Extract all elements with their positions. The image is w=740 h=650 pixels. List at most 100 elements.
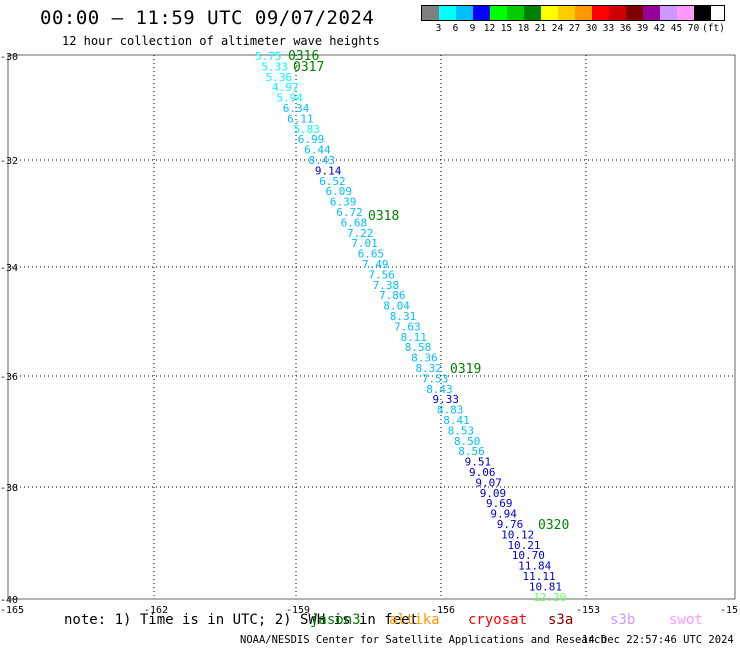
legend-swatch: [609, 6, 626, 20]
wave-height-value: 8.41: [443, 414, 470, 427]
wave-height-value: 8.56: [458, 445, 485, 458]
longitude-tick-label: -15: [720, 605, 738, 616]
wave-height-value: 6.44: [304, 144, 331, 157]
map-subtitle: 12 hour collection of altimeter wave hei…: [62, 34, 380, 48]
wave-height-value: 6.52: [319, 175, 346, 188]
latitude-tick-label: -32: [0, 156, 18, 167]
footnote: note: 1) Time is in UTC; 2) SWH is in fe…: [64, 612, 419, 628]
legend-swatch: [575, 6, 592, 20]
wave-height-value: 10.81: [529, 580, 562, 593]
wave-height-value: 9.33: [433, 393, 460, 406]
legend-labels: 3 6 9 12 15 18 21 24 27 30 33 36 39 42 45 70 (ft): [430, 21, 725, 34]
wave-height-value: 9.06: [469, 466, 496, 479]
credit-line: NOAA/NESDIS Center for Satellite Applica…: [240, 634, 607, 646]
wave-height-value: 8.36: [411, 352, 438, 365]
wave-height-value: 8.53: [448, 424, 475, 437]
legend-color-bar: [421, 5, 725, 21]
time-label: 0316: [288, 49, 319, 64]
wave-height-value: 10.70: [512, 549, 545, 562]
wave-height-value: 8.83: [437, 404, 464, 417]
time-label: 0319: [450, 362, 481, 377]
wave-height-value: 7.49: [362, 258, 389, 271]
legend-swatch: [439, 6, 456, 20]
wave-height-value: 8.43: [426, 383, 453, 396]
wave-height-value: 10.21: [507, 539, 540, 552]
satellite-label: jason3: [310, 612, 361, 628]
wave-height-value: 8.32: [416, 362, 443, 375]
legend-swatch: [473, 6, 490, 20]
wave-height-value: 10.12: [501, 528, 534, 541]
legend-label: 24: [551, 23, 564, 34]
latitude-tick-label: -34: [0, 263, 18, 274]
legend-swatch: [592, 6, 609, 20]
longitude-tick-label: -153: [576, 605, 600, 616]
legend-swatch: [524, 6, 541, 20]
wave-height-value: 9.76: [497, 518, 524, 531]
satellite-label: s3b: [610, 612, 636, 628]
longitude-tick-label: -165: [0, 605, 24, 616]
wave-height-value: 8.31: [390, 310, 417, 323]
latitude-tick-label: -30: [0, 52, 18, 63]
plot-frame: [7, 54, 736, 600]
wave-height-value: 8.04: [383, 300, 410, 313]
wave-height-value: 6.65: [358, 248, 385, 261]
longitude-tick-label: -156: [431, 605, 455, 616]
longitude-tick-label: -162: [144, 605, 168, 616]
legend-label: 3: [435, 23, 442, 34]
satellite-label: cryosat: [468, 612, 528, 628]
satellite-label: s3a: [548, 612, 574, 628]
latitude-tick-label: -40: [0, 595, 18, 606]
legend-label: 21: [534, 23, 547, 34]
time-label: 0318: [368, 209, 399, 224]
wave-height-value: 9.94: [490, 508, 517, 521]
wave-height-value: 4.97: [272, 81, 299, 94]
wave-height-legend: 3 6 9 12 15 18 21 24 27 30 33 36 39 42 45 70 (ft): [421, 5, 725, 34]
legend-swatch: [643, 6, 660, 20]
wave-height-value: 8.58: [405, 341, 432, 354]
satellite-label: swot: [669, 612, 703, 628]
wave-height-value: 6.09: [326, 185, 353, 198]
wave-height-value: 5.83: [293, 123, 320, 136]
wave-height-value: 7.53: [422, 372, 449, 385]
wave-height-value: 7.86: [379, 289, 406, 302]
wave-height-value: 6.11: [287, 112, 314, 125]
longitude-tick-label: -159: [286, 605, 310, 616]
legend-label: 39: [636, 23, 649, 34]
latitude-tick-label: -36: [0, 372, 18, 383]
legend-label: 42: [653, 23, 666, 34]
generated-timestamp: 14 Dec 22:57:46 UTC 2024: [582, 634, 734, 646]
wave-height-value: 9.14: [315, 164, 342, 177]
wave-height-value: 5.33: [261, 60, 288, 73]
legend-swatch: [558, 6, 575, 20]
legend-label: 30: [585, 23, 598, 34]
time-label: 0320: [538, 518, 569, 533]
wave-height-value: 6.34: [283, 102, 310, 115]
legend-label: 6: [452, 23, 459, 34]
wave-height-value: 5.94: [276, 92, 303, 105]
legend-swatch: [677, 6, 694, 20]
wave-height-value: 9.09: [480, 487, 507, 500]
wave-height-value: 9.51: [465, 456, 492, 469]
legend-label: 45: [670, 23, 683, 34]
legend-label: 12: [483, 23, 496, 34]
legend-label: 15: [500, 23, 513, 34]
wave-height-value: 5.36: [266, 71, 293, 84]
wave-height-value: 12.20: [533, 591, 566, 604]
wave-height-value: 7.38: [373, 279, 400, 292]
latitude-tick-label: -38: [0, 483, 18, 494]
wave-height-value: 7.01: [351, 237, 378, 250]
legend-label: 36: [619, 23, 632, 34]
wave-height-value: 6.72: [336, 206, 363, 219]
legend-swatch: [507, 6, 524, 20]
wave-height-value: 9.07: [475, 476, 502, 489]
legend-swatch: [541, 6, 558, 20]
wave-height-value: 8.43: [309, 154, 336, 167]
wave-height-value: 6.68: [341, 216, 368, 229]
satellite-label: altika: [389, 612, 440, 628]
wave-height-value: 7.56: [368, 268, 395, 281]
legend-label: 27: [568, 23, 581, 34]
legend-label: 33: [602, 23, 615, 34]
map-title: 00:00 – 11:59 UTC 09/07/2024: [40, 7, 375, 29]
